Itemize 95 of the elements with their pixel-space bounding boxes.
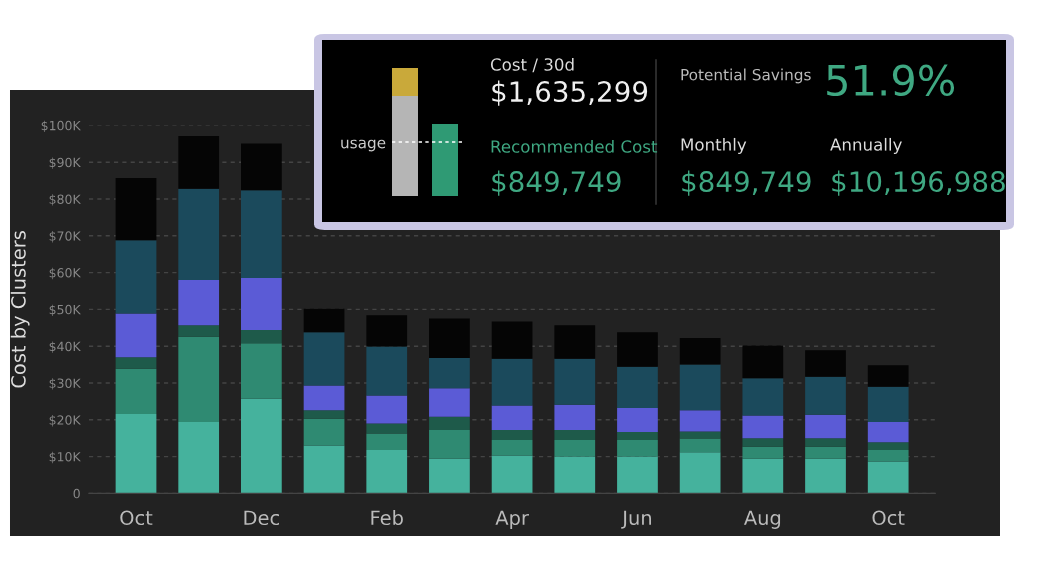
- bar: [491, 321, 533, 359]
- bar: [679, 410, 721, 432]
- x-tick-label: Jun: [621, 510, 651, 529]
- text: Cost / 30d: [490, 57, 574, 73]
- bar: [366, 346, 408, 396]
- bar: [115, 313, 157, 358]
- bar: [554, 358, 596, 405]
- bar: [805, 438, 846, 447]
- bar: [241, 343, 282, 399]
- x-tick-label: Oct: [120, 510, 153, 526]
- x-tick-label: Dec: [244, 510, 279, 526]
- bar: [867, 449, 909, 462]
- bar: [241, 143, 282, 191]
- bar: [554, 440, 596, 457]
- bar: [805, 458, 846, 494]
- bar: [491, 430, 533, 441]
- bar: [303, 332, 345, 386]
- bar: [303, 418, 345, 446]
- bar: [867, 461, 909, 494]
- bar: [742, 415, 784, 439]
- bar: [178, 188, 220, 280]
- bar: [617, 456, 658, 494]
- bar: [429, 416, 470, 431]
- bar: [303, 410, 345, 419]
- bar: [303, 445, 345, 494]
- bar: [679, 438, 721, 453]
- bar: [805, 350, 846, 377]
- bar: [115, 178, 157, 241]
- text: $1,635,299: [492, 80, 648, 106]
- bar: [429, 318, 470, 358]
- bar: [303, 308, 345, 333]
- x-tick-label: Apr: [495, 510, 529, 529]
- bar: [115, 368, 157, 414]
- bar: [429, 430, 470, 459]
- bar: [491, 405, 533, 431]
- annotation: Annually: [830, 137, 902, 155]
- bar: [429, 388, 470, 417]
- x-tick-label: Feb: [371, 510, 403, 526]
- bar: [366, 395, 408, 424]
- bar: [429, 357, 470, 389]
- annotation: $849,749: [682, 170, 811, 196]
- bar: [617, 332, 658, 367]
- x-tick-label: Aug: [743, 510, 781, 529]
- bar: [366, 423, 408, 434]
- bar: [178, 422, 220, 494]
- bar: [491, 455, 533, 494]
- bar: [429, 458, 470, 494]
- bar: [241, 278, 282, 331]
- bar: [241, 398, 282, 494]
- annotation: $849,749: [492, 170, 621, 196]
- bar: [366, 449, 408, 494]
- bar: [617, 408, 658, 432]
- bar: [617, 440, 658, 457]
- bar: [554, 456, 596, 494]
- bar: [178, 336, 220, 423]
- bar: [178, 136, 220, 189]
- x-tick-label: Oct: [872, 510, 905, 526]
- text: 51.9%: [827, 64, 955, 97]
- annotation: Monthly: [681, 137, 747, 155]
- bar: [491, 440, 533, 456]
- bar: [679, 338, 721, 365]
- bar: [366, 433, 408, 450]
- bar: [742, 438, 784, 447]
- bar: [115, 357, 157, 369]
- bar: [679, 431, 721, 439]
- bar: [554, 325, 596, 359]
- bar: [617, 431, 658, 441]
- bar: [491, 358, 533, 406]
- bar: [867, 365, 909, 387]
- bar: [241, 330, 282, 344]
- bar: [554, 430, 596, 441]
- bar: [617, 366, 658, 409]
- bar: [805, 376, 846, 415]
- bar: [742, 458, 784, 494]
- bar: [366, 315, 408, 347]
- bar: [742, 378, 784, 416]
- annotation: Recommended Cost: [491, 139, 658, 153]
- bar: [178, 325, 220, 337]
- bar: [303, 385, 345, 411]
- bar: [115, 413, 157, 494]
- bar: [867, 386, 909, 423]
- bar: [867, 442, 909, 450]
- bar: [805, 446, 846, 459]
- bar: [241, 190, 282, 279]
- bar: [178, 279, 220, 326]
- bar: [115, 240, 157, 314]
- bar: [679, 452, 721, 494]
- y-axis-title: Cost by Clusters: [10, 231, 30, 388]
- bar: [679, 364, 721, 411]
- annotation: $10,196,988: [832, 170, 1005, 196]
- bar: [805, 414, 846, 439]
- bar: [742, 345, 784, 379]
- bar: [867, 422, 909, 443]
- bar: [742, 446, 784, 459]
- bar: [554, 404, 596, 431]
